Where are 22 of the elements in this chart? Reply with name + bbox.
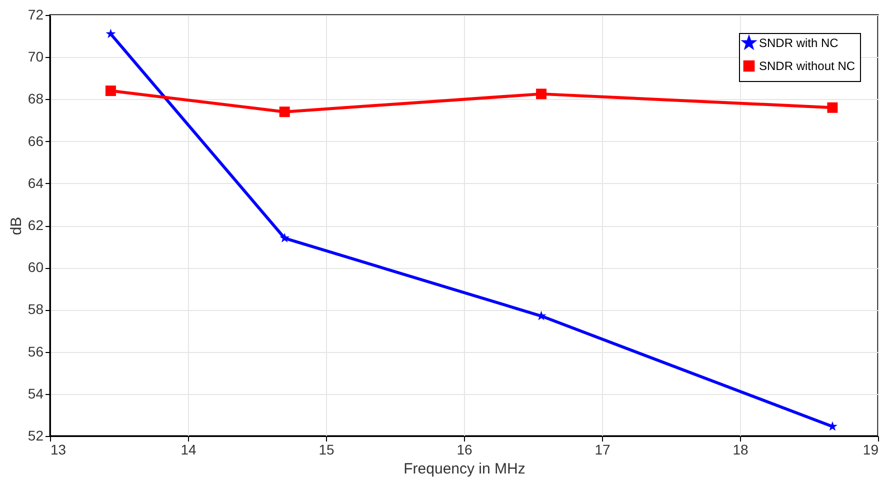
- y-tick-label: 58: [28, 301, 44, 318]
- x-tick-label: 16: [456, 442, 472, 458]
- y-tick-label: 70: [28, 48, 44, 65]
- x-axis-title: Frequency in MHz: [404, 460, 526, 478]
- x-tick-label: 14: [180, 442, 196, 458]
- y-tick-label: 56: [28, 343, 44, 360]
- y-axis-title: dB: [8, 216, 25, 236]
- legend-label: SNDR without NC: [759, 59, 856, 73]
- y-tick-label: 52: [28, 428, 44, 444]
- x-tick-label: 13: [50, 442, 66, 458]
- y-tick-label: 64: [28, 174, 44, 191]
- x-tick-label: 18: [732, 442, 748, 458]
- y-tick-label: 68: [28, 90, 44, 107]
- legend-label: SNDR with NC: [759, 36, 839, 50]
- y-tick-label: 54: [28, 385, 44, 402]
- y-tick-label: 62: [28, 217, 44, 233]
- y-tick-label: 60: [28, 259, 44, 276]
- y-tick-label: 72: [28, 6, 44, 22]
- y-tick-label: 66: [28, 132, 44, 149]
- x-tick-label: 15: [318, 442, 334, 458]
- x-tick-label: 19: [862, 442, 879, 458]
- x-tick-label: 17: [594, 442, 610, 458]
